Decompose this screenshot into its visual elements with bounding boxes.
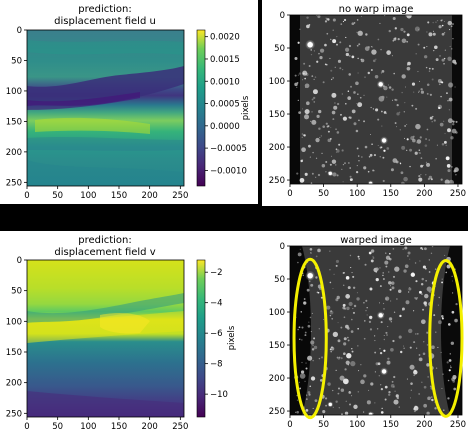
x-tick-label: 100 [349,420,365,430]
y-tick-label: 0 [17,256,22,266]
y-tick-label: 100 [269,77,285,87]
x-tick-label: 250 [450,420,466,430]
x-tick-label: 100 [349,189,365,199]
y-tick-label: 0 [280,11,285,21]
x-tick-label: 100 [80,191,96,201]
x-tick-label: 100 [80,422,96,432]
x-tick-label: 0 [24,191,29,201]
colorbar-tick-label: 0.0015 [210,55,240,65]
x-tick-label: 0 [287,420,292,430]
x-tick-label: 150 [383,420,399,430]
x-axis: 0 50 100 150 200 250 [24,186,188,201]
y-tick-label: 100 [6,87,22,97]
x-tick-label: 250 [172,422,188,432]
x-tick-label: 150 [383,189,399,199]
colorbar-tick-label: −0.0005 [210,144,247,154]
highlight-ellipse [292,257,328,420]
y-tick-label: 200 [6,379,22,389]
x-axis: 0 50 100 150 200 250 [24,417,188,432]
y-tick-label: 150 [269,110,285,120]
colorbar-tick-label: 0.0005 [210,100,240,110]
colorbar [196,259,206,418]
colorbar-tick-label: −2 [210,268,223,278]
y-tick-label: 50 [11,287,22,297]
y-tick-label: 150 [6,348,22,358]
x-tick-label: 0 [287,189,292,199]
colorbar-tick-label: 0.0020 [210,33,240,43]
colorbar [196,29,206,187]
panel-displacement-u: prediction: displacement field u 0 50 100 1… [0,0,258,204]
y-axis: 0 50 100 150 200 250 [269,11,290,186]
y-tick-label: 150 [269,341,285,351]
x-tick-label: 200 [416,189,432,199]
chart-title-line-1: prediction: [78,4,132,15]
y-tick-label: 50 [274,44,285,54]
y-tick-label: 200 [269,374,285,384]
chart-title: warped image [340,235,412,246]
y-tick-label: 0 [17,26,22,36]
y-tick-label: 250 [6,409,22,419]
y-axis: 0 50 100 150 200 250 [6,256,27,419]
y-tick-label: 250 [6,178,22,188]
x-tick-label: 150 [111,422,127,432]
panel-no-warp-image: no warp image 0 50 100 150 200 250 0 50 100 150 2… [262,0,468,206]
y-tick-label: 250 [269,176,285,186]
colorbar-tick-label: −0.0010 [210,166,247,176]
x-tick-label: 50 [318,189,329,199]
colorbar-tick-label: −6 [210,329,223,339]
panel-warped-image: warped image 0 50 100 150 200 250 0 50 100 150 20… [262,231,468,436]
x-tick-label: 200 [142,191,158,201]
chart-warped-image: warped image 0 50 100 150 200 250 0 50 100 150 20… [269,235,466,430]
x-tick-label: 50 [318,420,329,430]
y-tick-label: 100 [269,308,285,318]
colorbar-label: pixels [241,95,251,120]
x-tick-label: 200 [416,420,432,430]
colorbar-tick-label: −4 [210,299,223,309]
heatmap-v [27,260,184,417]
y-tick-label: 0 [280,242,285,252]
y-axis: 0 50 100 150 200 250 [269,242,290,417]
y-axis: 0 50 100 150 200 250 [6,26,27,188]
particle-image [290,15,462,184]
x-tick-label: 50 [52,191,63,201]
colorbar-tick-label: 0.0010 [210,77,240,87]
x-tick-label: 250 [450,189,466,199]
chart-no-warp-image: no warp image 0 50 100 150 200 250 0 50 100 150 2… [269,4,466,199]
colorbar-tick-label: −8 [210,360,223,370]
y-tick-label: 100 [6,317,22,327]
chart-title-line-2: displacement field v [54,247,155,258]
chart-title: no warp image [339,4,414,15]
chart-title-line-2: displacement field u [54,16,156,27]
x-tick-label: 50 [52,422,63,432]
chart-displacement-u: prediction: displacement field u 0 50 100 1… [6,4,251,201]
highlight-ellipse [428,259,464,418]
chart-displacement-v: prediction: displacement field v 0 50 100 1… [6,235,237,432]
y-tick-label: 250 [269,407,285,417]
colorbar-ticks: −2 −4 −6 −8 −10 [205,268,228,400]
x-axis: 0 50 100 150 200 250 [287,184,466,199]
x-tick-label: 0 [24,422,29,432]
y-tick-label: 200 [6,148,22,158]
y-tick-label: 150 [6,117,22,127]
heatmap-u [27,30,184,186]
annotations [292,257,464,420]
y-tick-label: 50 [274,275,285,285]
x-tick-label: 150 [111,191,127,201]
colorbar-tick-label: −10 [210,390,228,400]
colorbar-ticks: 0.0020 0.0015 0.0010 0.0005 0.0000 −0.0005 −0.… [205,33,247,176]
panel-displacement-v: prediction: displacement field v 0 50 100 1… [0,231,268,436]
x-tick-label: 250 [172,191,188,201]
y-tick-label: 200 [269,143,285,153]
x-tick-label: 200 [142,422,158,432]
chart-title-line-1: prediction: [78,235,132,246]
colorbar-tick-label: 0.0000 [210,122,240,132]
y-tick-label: 50 [11,56,22,66]
x-axis: 0 50 100 150 200 250 [287,415,466,430]
colorbar-label: pixels [227,325,237,350]
